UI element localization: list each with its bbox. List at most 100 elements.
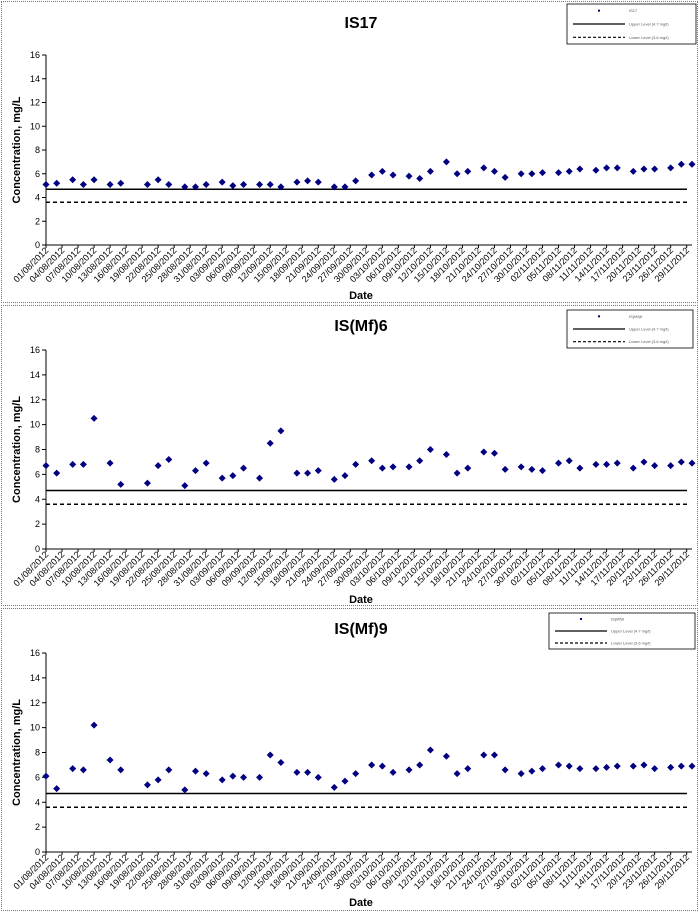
- data-point: [651, 165, 659, 173]
- data-point: [613, 459, 621, 467]
- data-point: [165, 455, 173, 463]
- data-point: [90, 414, 98, 422]
- y-tick-label: 2: [35, 216, 40, 226]
- data-point: [426, 167, 434, 175]
- data-point: [277, 758, 285, 766]
- data-point: [378, 762, 386, 770]
- legend-label: IS(Mf)9: [611, 617, 625, 622]
- data-point: [352, 770, 360, 778]
- data-point: [69, 765, 77, 773]
- data-point: [480, 751, 488, 759]
- data-point: [416, 457, 424, 465]
- legend-label: IS(Mf)6: [629, 314, 643, 319]
- data-point: [576, 464, 584, 472]
- data-point: [426, 746, 434, 754]
- data-point: [117, 480, 125, 488]
- data-point: [266, 439, 274, 447]
- data-point: [229, 472, 237, 480]
- data-point: [539, 765, 547, 773]
- data-point: [677, 160, 685, 168]
- data-point: [42, 772, 50, 780]
- data-point: [341, 777, 349, 785]
- data-point: [464, 464, 472, 472]
- data-point: [688, 160, 696, 168]
- data-point: [389, 768, 397, 776]
- data-point: [592, 765, 600, 773]
- data-point: [218, 474, 226, 482]
- y-tick-label: 10: [30, 121, 40, 131]
- y-tick-label: 8: [35, 748, 40, 758]
- data-point: [389, 171, 397, 179]
- data-point: [266, 751, 274, 759]
- data-point: [490, 449, 498, 457]
- data-point: [501, 766, 509, 774]
- y-tick-label: 10: [30, 723, 40, 733]
- y-tick-label: 14: [30, 74, 40, 84]
- data-point: [143, 479, 151, 487]
- data-point: [677, 762, 685, 770]
- data-point: [565, 457, 573, 465]
- data-point: [293, 469, 301, 477]
- data-point: [256, 773, 264, 781]
- chart-is17: IS17 Concentration, mg/L Date 0 2 4 6 8 10 12 14 16…: [11, 3, 697, 302]
- y-tick-label: 0: [35, 544, 40, 554]
- data-point: [352, 460, 360, 468]
- data-point: [442, 158, 450, 166]
- data-point: [42, 462, 50, 470]
- data-point: [314, 178, 322, 186]
- x-axis-title: Date: [349, 594, 373, 605]
- data-point: [555, 761, 563, 769]
- data-point: [667, 164, 675, 172]
- data-point: [304, 177, 312, 185]
- data-point: [416, 761, 424, 769]
- chart-title: IS(Mf)6: [334, 318, 387, 335]
- data-point: [528, 465, 536, 473]
- data-point: [416, 175, 424, 182]
- data-point: [603, 763, 611, 771]
- x-axis-title: Date: [349, 290, 373, 302]
- y-tick-label: 14: [30, 370, 40, 380]
- data-point: [592, 460, 600, 468]
- legend: IS(Mf)9 Upper Level (4.7 mg/l) Lower Level…: [548, 612, 696, 650]
- legend-label: Lower Level (3.6 mg/l): [611, 641, 651, 646]
- data-point: [517, 770, 525, 778]
- data-point: [341, 183, 349, 191]
- data-point: [565, 762, 573, 770]
- data-point: [368, 171, 376, 179]
- data-point: [181, 786, 189, 794]
- data-point: [218, 178, 226, 186]
- y-axis-title: Concentration, mg/L: [11, 396, 23, 503]
- data-point: [90, 176, 98, 184]
- data-point: [651, 765, 659, 773]
- data-point: [90, 721, 98, 729]
- data-point: [576, 165, 584, 173]
- y-tick-label: 8: [35, 445, 40, 455]
- data-point: [517, 463, 525, 471]
- y-tick-label: 6: [35, 469, 40, 479]
- data-point: [314, 773, 322, 781]
- y-tick-label: 2: [35, 519, 40, 529]
- data-point: [154, 776, 162, 784]
- data-point: [667, 462, 675, 470]
- data-point: [330, 475, 338, 483]
- data-point: [256, 180, 264, 188]
- data-point: [42, 180, 50, 188]
- data-point: [240, 464, 248, 472]
- data-point: [453, 469, 461, 477]
- data-point: [277, 427, 285, 435]
- chart-panel-is17: IS17 Concentration, mg/L Date 0 2 4 6 8 10 12 14 16…: [1, 1, 698, 303]
- chart-is-mf-9: IS(Mf)9 Concentration, mg/L Date 0 2 4 6 8 10 12 1…: [11, 612, 696, 909]
- data-point: [240, 773, 248, 781]
- data-point: [629, 464, 637, 472]
- data-point: [352, 177, 360, 185]
- data-point: [181, 482, 189, 490]
- data-point: [405, 463, 413, 471]
- data-point: [490, 751, 498, 759]
- data-point: [304, 768, 312, 776]
- data-point: [53, 179, 61, 187]
- chart-is-mf-6: IS(Mf)6 Concentration, mg/L Date 0 2 4 6 8 10 12 1…: [11, 309, 696, 605]
- data-point: [53, 469, 61, 477]
- data-point: [154, 462, 162, 470]
- data-point: [106, 756, 114, 764]
